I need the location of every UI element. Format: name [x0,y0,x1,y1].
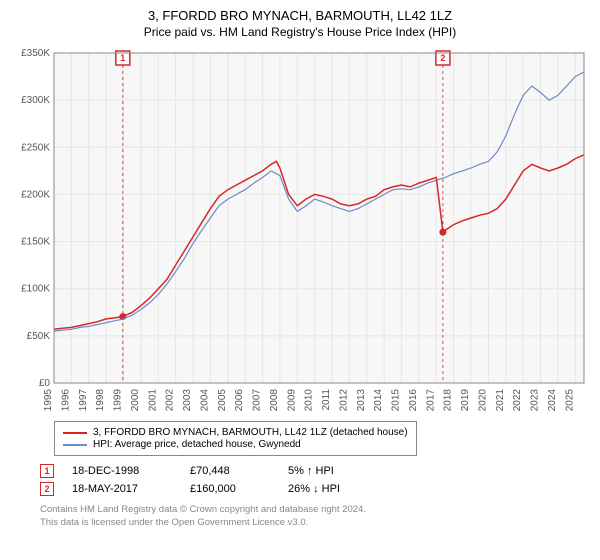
svg-text:£300K: £300K [21,95,50,106]
svg-text:2014: 2014 [373,389,384,412]
price-chart: £0 £50K £100K £150K £200K £250K £300K £350K 1995… [10,45,590,415]
svg-text:2018: 2018 [443,389,454,412]
svg-text:2019: 2019 [460,389,471,412]
svg-text:2012: 2012 [338,389,349,412]
svg-text:£150K: £150K [21,237,50,248]
svg-text:£50K: £50K [27,331,51,342]
svg-text:2011: 2011 [321,389,332,411]
marker-annotation-row: 2 18-MAY-2017 £160,000 26% ↓ HPI [40,482,590,496]
svg-text:2004: 2004 [199,389,210,412]
svg-text:£0: £0 [39,378,51,389]
legend-row: 3, FFORDD BRO MYNACH, BARMOUTH, LL42 1LZ… [63,427,408,438]
footer-line: Contains HM Land Registry data © Crown c… [40,504,590,517]
svg-text:2017: 2017 [425,389,436,412]
svg-text:2009: 2009 [286,389,297,412]
svg-text:2022: 2022 [512,389,523,412]
svg-text:2010: 2010 [304,389,315,412]
svg-text:2002: 2002 [165,389,176,412]
marker-price: £70,448 [190,465,270,477]
svg-text:1995: 1995 [43,389,54,412]
svg-text:2013: 2013 [356,389,367,412]
svg-text:2025: 2025 [564,389,575,412]
marker-pct: 26% ↓ HPI [288,483,340,495]
svg-text:2003: 2003 [182,389,193,412]
marker-annotations: 1 18-DEC-1998 £70,448 5% ↑ HPI 2 18-MAY-2017 £… [40,464,590,496]
svg-text:2000: 2000 [130,389,141,412]
marker-pct: 5% ↑ HPI [288,465,334,477]
svg-text:2007: 2007 [252,389,263,412]
svg-text:£350K: £350K [21,48,50,59]
svg-text:1997: 1997 [78,389,89,412]
svg-text:1996: 1996 [60,389,71,412]
marker-number-box: 2 [40,482,54,496]
legend-label: HPI: Average price, detached house, Gwyn… [93,439,301,450]
marker-annotation-row: 1 18-DEC-1998 £70,448 5% ↑ HPI [40,464,590,478]
marker-date: 18-MAY-2017 [72,483,172,495]
svg-text:2001: 2001 [147,389,158,412]
legend-swatch [63,432,87,434]
legend-row: HPI: Average price, detached house, Gwyn… [63,439,408,450]
page-subtitle: Price paid vs. HM Land Registry's House … [10,25,590,39]
footer-line: This data is licensed under the Open Gov… [40,517,590,530]
legend-label: 3, FFORDD BRO MYNACH, BARMOUTH, LL42 1LZ… [93,427,408,438]
svg-text:2021: 2021 [495,389,506,412]
footer-attribution: Contains HM Land Registry data © Crown c… [40,504,590,530]
marker-number-box: 1 [40,464,54,478]
svg-text:2016: 2016 [408,389,419,412]
svg-text:1998: 1998 [95,389,106,412]
svg-text:1999: 1999 [113,389,124,412]
svg-text:2024: 2024 [547,389,558,412]
svg-text:2006: 2006 [234,389,245,412]
marker-date: 18-DEC-1998 [72,465,172,477]
svg-text:£100K: £100K [21,284,50,295]
svg-text:2: 2 [440,53,445,63]
svg-text:£200K: £200K [21,189,50,200]
svg-text:2023: 2023 [530,389,541,412]
svg-text:2020: 2020 [477,389,488,412]
legend: 3, FFORDD BRO MYNACH, BARMOUTH, LL42 1LZ… [54,421,417,456]
svg-text:1: 1 [120,53,125,63]
svg-text:£250K: £250K [21,142,50,153]
svg-text:2005: 2005 [217,389,228,412]
marker-price: £160,000 [190,483,270,495]
page-title: 3, FFORDD BRO MYNACH, BARMOUTH, LL42 1LZ [10,8,590,23]
svg-text:2015: 2015 [391,389,402,412]
legend-swatch [63,444,87,446]
svg-text:2008: 2008 [269,389,280,412]
